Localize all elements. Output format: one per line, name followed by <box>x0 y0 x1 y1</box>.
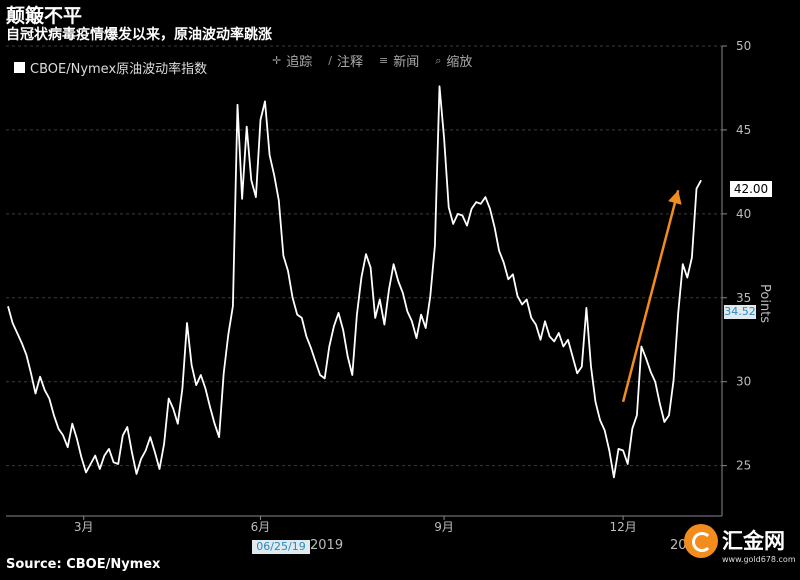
x-tick-label: 3月 <box>74 520 94 534</box>
crosshair-icon: ✛ <box>272 54 282 67</box>
logo-url: www.gold678.com <box>722 555 796 564</box>
y-tick-label: 25 <box>736 459 751 473</box>
source-note: Source: CBOE/Nymex <box>6 557 161 572</box>
x-tick-label: 9月 <box>434 520 454 534</box>
trend-arrow-shaft <box>621 190 680 403</box>
watermark-logo: 汇金网 www.gold678.com <box>684 522 800 580</box>
annotate-label: 注释 <box>336 55 363 70</box>
y-tick-label: 30 <box>736 375 751 389</box>
series-line <box>7 85 702 479</box>
legend-swatch <box>14 62 25 73</box>
y-tick-label: 50 <box>736 39 751 53</box>
y-tick-label: 35 <box>736 291 751 305</box>
chart-subtitle: 自冠状病毒疫情爆发以来，原油波动率跳涨 <box>6 27 272 43</box>
y-tick-label: 45 <box>736 123 751 137</box>
track-button[interactable]: ✛ 追踪 <box>272 51 312 70</box>
y-axis-label: Points <box>757 284 772 324</box>
news-icon: ≡ <box>378 54 389 67</box>
reference-value-marker: 34.52 <box>724 305 756 319</box>
annotate-button[interactable]: ∕ 注释 <box>328 51 363 70</box>
x-tick-label: 6月 <box>251 520 271 534</box>
legend-label: CBOE/Nymex原油波动率指数 <box>30 62 208 77</box>
logo-icon <box>684 524 718 558</box>
legend: CBOE/Nymex原油波动率指数 <box>14 58 207 77</box>
zoom-button[interactable]: ⌕ 缩放 <box>435 51 473 71</box>
y-tick-label: 40 <box>736 207 751 221</box>
next-year-label: 20 <box>670 538 687 553</box>
chart-title: 颠簸不平 <box>6 5 83 27</box>
zoom-label: 缩放 <box>446 55 473 70</box>
news-label: 新闻 <box>393 55 420 70</box>
logo-name: 汇金网 <box>722 529 785 553</box>
chart-toolbar: ✛ 追踪 ∕ 注释 ≡ 新闻 ⌕ 缩放 <box>272 51 473 71</box>
chart-panel: 25 30 35 40 45 50 3月 6月 9月 12月 <box>6 39 751 534</box>
pencil-icon: ∕ <box>328 54 332 67</box>
line-chart: 25 30 35 40 45 50 3月 6月 9月 12月 <box>6 39 751 534</box>
last-value-marker: 42.00 <box>730 181 772 197</box>
magnifier-icon: ⌕ <box>435 53 442 67</box>
x-tick-label: 12月 <box>609 520 636 534</box>
crosshair-date-marker: 06/25/19 <box>252 540 310 554</box>
track-label: 追踪 <box>286 55 313 70</box>
news-button[interactable]: ≡ 新闻 <box>379 51 419 70</box>
year-label: 2019 <box>310 538 344 553</box>
trend-arrow-head <box>668 190 682 205</box>
